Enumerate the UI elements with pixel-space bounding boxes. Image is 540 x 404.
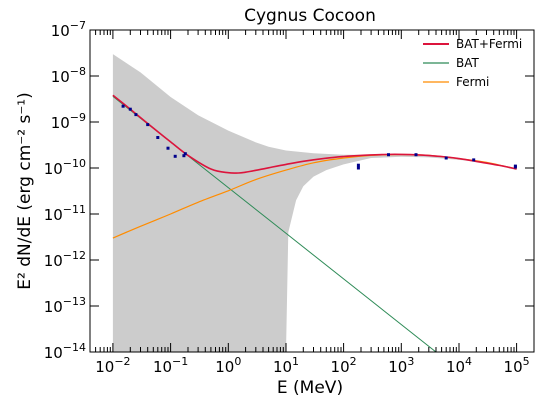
data-point [146, 123, 150, 127]
plot-area [112, 54, 517, 352]
x-tick-label: 100 [215, 355, 241, 376]
y-tick-label: 10−11 [44, 203, 86, 224]
y-tick-labels: 10−14 10−13 10−12 10−11 10−10 10−9 10−8 10−7 [44, 19, 86, 362]
data-point [414, 153, 418, 157]
x-tick-label: 102 [331, 355, 357, 376]
data-point [356, 166, 360, 170]
x-tick-label: 105 [504, 355, 530, 376]
legend-label: BAT [456, 56, 480, 70]
x-axis-label: E (MeV) [277, 378, 343, 398]
y-tick-label: 10−13 [44, 295, 86, 316]
y-axis-label: E² dN/dE (erg cm⁻² s⁻¹) [15, 92, 35, 289]
y-tick-label: 10−10 [44, 157, 86, 178]
data-point [182, 154, 186, 158]
model-uncertainty-band [112, 54, 517, 352]
x-tick-label: 101 [273, 355, 299, 376]
data-point [173, 154, 177, 158]
x-tick-labels: 10−2 10−1 100 101 102 103 104 105 [95, 355, 529, 376]
x-tick-label: 10−2 [95, 355, 130, 376]
plot-frame [89, 29, 535, 353]
y-tick-label: 10−7 [51, 19, 86, 40]
legend-label: BAT+Fermi [456, 37, 522, 51]
data-point [166, 146, 170, 150]
data-points [121, 104, 517, 170]
data-point [472, 158, 476, 162]
data-point [121, 104, 125, 108]
data-point [183, 152, 187, 156]
x-tick-label: 10−1 [153, 355, 188, 376]
data-point [128, 107, 132, 111]
x-tick-label: 103 [388, 355, 414, 376]
chart-title: Cygnus Cocoon [244, 6, 376, 26]
y-tick-label: 10−14 [44, 341, 86, 362]
legend-label: Fermi [456, 75, 489, 89]
y-tick-label: 10−12 [44, 249, 86, 270]
data-point [156, 136, 160, 139]
data-point [356, 163, 360, 167]
legend: BAT+Fermi BAT Fermi [423, 37, 522, 89]
data-point [387, 153, 390, 157]
y-tick-label: 10−9 [51, 111, 86, 132]
data-point [513, 164, 517, 168]
data-point [444, 156, 448, 160]
data-point [134, 113, 138, 117]
axis-ticks [89, 29, 535, 353]
x-tick-label: 104 [446, 355, 472, 376]
y-tick-label: 10−8 [51, 65, 86, 86]
